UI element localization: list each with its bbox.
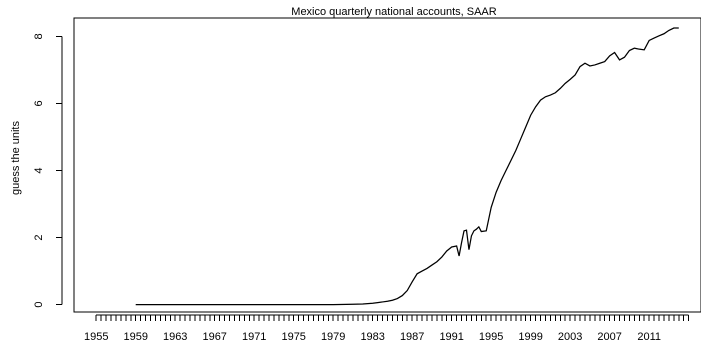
- x-tick-label: 1959: [123, 331, 147, 343]
- y-tick-label: 4: [33, 167, 45, 173]
- x-tick-label: 1983: [360, 331, 384, 343]
- plot-area-frame: [73, 17, 701, 313]
- x-tick-label: 1995: [479, 331, 503, 343]
- x-tick-label: 1987: [400, 331, 424, 343]
- x-axis: 1955 1959 1963 1967 1971 1975 1979 1983 1987 1991…: [84, 314, 690, 343]
- y-axis: 0 2 4 6 8: [33, 33, 63, 308]
- y-tick-label: 8: [33, 33, 45, 39]
- x-tick-label: 1963: [163, 331, 187, 343]
- x-tick-label: 1979: [321, 331, 345, 343]
- x-tick-label: 2003: [558, 331, 582, 343]
- y-tick-label: 0: [33, 302, 45, 308]
- chart-title: Mexico quarterly national accounts, SAAR: [291, 6, 496, 18]
- x-tick-label: 1971: [242, 331, 266, 343]
- x-tick-label: 1999: [518, 331, 542, 343]
- x-tick-label: 1955: [84, 331, 108, 343]
- series-line-1: [135, 27, 679, 306]
- y-tick-label: 6: [33, 100, 45, 106]
- x-tick-label: 1975: [281, 331, 305, 343]
- y-tick-label: 2: [33, 235, 45, 241]
- x-tick-label: 2007: [597, 331, 621, 343]
- x-tick-label: 1991: [439, 331, 463, 343]
- y-axis-label: guess the units: [10, 121, 22, 195]
- x-tick-label: 2011: [637, 331, 661, 343]
- x-tick-label: 1967: [202, 331, 226, 343]
- series-layer: [135, 27, 679, 306]
